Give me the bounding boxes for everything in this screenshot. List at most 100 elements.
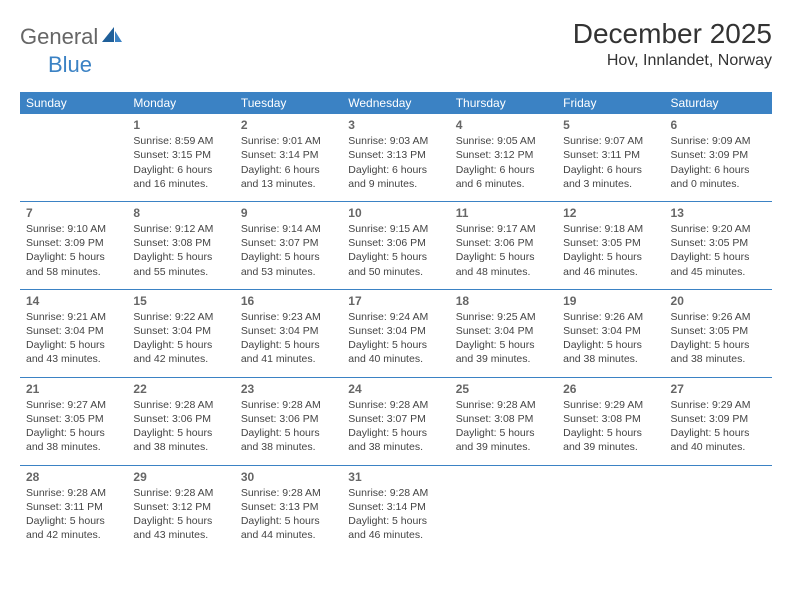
daylight: Daylight: 5 hours and 38 minutes. — [563, 338, 658, 366]
sunset: Sunset: 3:14 PM — [348, 500, 443, 514]
calendar-cell: 27Sunrise: 9:29 AMSunset: 3:09 PMDayligh… — [665, 377, 772, 465]
sunset: Sunset: 3:04 PM — [133, 324, 228, 338]
calendar-cell-empty — [450, 465, 557, 552]
calendar-cell: 1Sunrise: 8:59 AMSunset: 3:15 PMDaylight… — [127, 114, 234, 201]
day-number: 23 — [241, 381, 336, 397]
daylight: Daylight: 5 hours and 43 minutes. — [26, 338, 121, 366]
daylight: Daylight: 5 hours and 42 minutes. — [26, 514, 121, 542]
calendar-cell: 7Sunrise: 9:10 AMSunset: 3:09 PMDaylight… — [20, 201, 127, 289]
calendar-cell: 3Sunrise: 9:03 AMSunset: 3:13 PMDaylight… — [342, 114, 449, 201]
calendar-cell: 25Sunrise: 9:28 AMSunset: 3:08 PMDayligh… — [450, 377, 557, 465]
sunset: Sunset: 3:15 PM — [133, 148, 228, 162]
daylight: Daylight: 5 hours and 50 minutes. — [348, 250, 443, 278]
day-number: 21 — [26, 381, 121, 397]
calendar-body: 1Sunrise: 8:59 AMSunset: 3:15 PMDaylight… — [20, 114, 772, 552]
title-block: December 2025 Hov, Innlandet, Norway — [573, 18, 772, 70]
sunset: Sunset: 3:04 PM — [348, 324, 443, 338]
daylight: Daylight: 5 hours and 40 minutes. — [348, 338, 443, 366]
sunrise: Sunrise: 9:10 AM — [26, 222, 121, 236]
calendar-cell: 16Sunrise: 9:23 AMSunset: 3:04 PMDayligh… — [235, 289, 342, 377]
calendar-cell: 20Sunrise: 9:26 AMSunset: 3:05 PMDayligh… — [665, 289, 772, 377]
sunrise: Sunrise: 9:28 AM — [348, 398, 443, 412]
sunset: Sunset: 3:05 PM — [26, 412, 121, 426]
calendar-cell: 9Sunrise: 9:14 AMSunset: 3:07 PMDaylight… — [235, 201, 342, 289]
sunrise: Sunrise: 9:05 AM — [456, 134, 551, 148]
sunset: Sunset: 3:05 PM — [671, 236, 766, 250]
sunrise: Sunrise: 9:28 AM — [133, 486, 228, 500]
day-number: 29 — [133, 469, 228, 485]
sunrise: Sunrise: 9:28 AM — [26, 486, 121, 500]
sunset: Sunset: 3:13 PM — [241, 500, 336, 514]
calendar-cell: 2Sunrise: 9:01 AMSunset: 3:14 PMDaylight… — [235, 114, 342, 201]
weekday-header: Wednesday — [342, 92, 449, 114]
daylight: Daylight: 5 hours and 44 minutes. — [241, 514, 336, 542]
sunrise: Sunrise: 9:27 AM — [26, 398, 121, 412]
sunrise: Sunrise: 9:07 AM — [563, 134, 658, 148]
sunset: Sunset: 3:07 PM — [348, 412, 443, 426]
sunset: Sunset: 3:05 PM — [563, 236, 658, 250]
calendar-row: 1Sunrise: 8:59 AMSunset: 3:15 PMDaylight… — [20, 114, 772, 201]
logo: General — [20, 18, 124, 50]
daylight: Daylight: 5 hours and 55 minutes. — [133, 250, 228, 278]
day-number: 14 — [26, 293, 121, 309]
day-number: 13 — [671, 205, 766, 221]
sunset: Sunset: 3:05 PM — [671, 324, 766, 338]
sunset: Sunset: 3:04 PM — [241, 324, 336, 338]
sunset: Sunset: 3:09 PM — [671, 148, 766, 162]
calendar-cell: 8Sunrise: 9:12 AMSunset: 3:08 PMDaylight… — [127, 201, 234, 289]
day-number: 8 — [133, 205, 228, 221]
calendar-cell: 11Sunrise: 9:17 AMSunset: 3:06 PMDayligh… — [450, 201, 557, 289]
sunset: Sunset: 3:08 PM — [133, 236, 228, 250]
calendar-row: 7Sunrise: 9:10 AMSunset: 3:09 PM Daylight… — [20, 201, 772, 289]
day-number: 9 — [241, 205, 336, 221]
day-number: 15 — [133, 293, 228, 309]
daylight: Daylight: 5 hours and 46 minutes. — [563, 250, 658, 278]
location: Hov, Innlandet, Norway — [573, 52, 772, 70]
day-number: 25 — [456, 381, 551, 397]
sunrise: Sunrise: 9:17 AM — [456, 222, 551, 236]
day-number: 18 — [456, 293, 551, 309]
sunrise: Sunrise: 9:20 AM — [671, 222, 766, 236]
daylight: Daylight: 6 hours and 0 minutes. — [671, 163, 766, 191]
weekday-header: Saturday — [665, 92, 772, 114]
sunset: Sunset: 3:11 PM — [26, 500, 121, 514]
calendar-cell: 18Sunrise: 9:25 AMSunset: 3:04 PMDayligh… — [450, 289, 557, 377]
daylight: Daylight: 6 hours and 16 minutes. — [133, 163, 228, 191]
sunset: Sunset: 3:06 PM — [133, 412, 228, 426]
day-number: 24 — [348, 381, 443, 397]
calendar-cell-empty — [20, 114, 127, 201]
sunrise: Sunrise: 9:18 AM — [563, 222, 658, 236]
sunrise: Sunrise: 9:29 AM — [671, 398, 766, 412]
sunset: Sunset: 3:06 PM — [348, 236, 443, 250]
sunset: Sunset: 3:04 PM — [563, 324, 658, 338]
calendar-cell: 19Sunrise: 9:26 AMSunset: 3:04 PMDayligh… — [557, 289, 664, 377]
daylight: Daylight: 6 hours and 3 minutes. — [563, 163, 658, 191]
day-number: 30 — [241, 469, 336, 485]
day-number: 31 — [348, 469, 443, 485]
daylight: Daylight: 5 hours and 43 minutes. — [133, 514, 228, 542]
weekday-header: Monday — [127, 92, 234, 114]
sunset: Sunset: 3:09 PM — [26, 236, 121, 250]
sunset: Sunset: 3:06 PM — [456, 236, 551, 250]
sunrise: Sunrise: 9:03 AM — [348, 134, 443, 148]
logo-text-blue: Blue — [20, 52, 92, 78]
calendar-cell: 23Sunrise: 9:28 AMSunset: 3:06 PMDayligh… — [235, 377, 342, 465]
day-number: 11 — [456, 205, 551, 221]
sunrise: Sunrise: 9:15 AM — [348, 222, 443, 236]
calendar-cell-empty — [665, 465, 772, 552]
sunset: Sunset: 3:12 PM — [456, 148, 551, 162]
weekday-header: Thursday — [450, 92, 557, 114]
calendar-cell: 10Sunrise: 9:15 AMSunset: 3:06 PMDayligh… — [342, 201, 449, 289]
sunset: Sunset: 3:13 PM — [348, 148, 443, 162]
calendar-table: SundayMondayTuesdayWednesdayThursdayFrid… — [20, 92, 772, 552]
sunrise: Sunrise: 9:28 AM — [456, 398, 551, 412]
month-title: December 2025 — [573, 18, 772, 50]
day-number: 16 — [241, 293, 336, 309]
sunrise: Sunrise: 9:25 AM — [456, 310, 551, 324]
daylight: Daylight: 5 hours and 38 minutes. — [133, 426, 228, 454]
calendar-cell: 13Sunrise: 9:20 AMSunset: 3:05 PMDayligh… — [665, 201, 772, 289]
calendar-cell: 12Sunrise: 9:18 AMSunset: 3:05 PMDayligh… — [557, 201, 664, 289]
calendar-cell: 21Sunrise: 9:27 AMSunset: 3:05 PMDayligh… — [20, 377, 127, 465]
weekday-header: Tuesday — [235, 92, 342, 114]
day-number: 7 — [26, 205, 121, 221]
